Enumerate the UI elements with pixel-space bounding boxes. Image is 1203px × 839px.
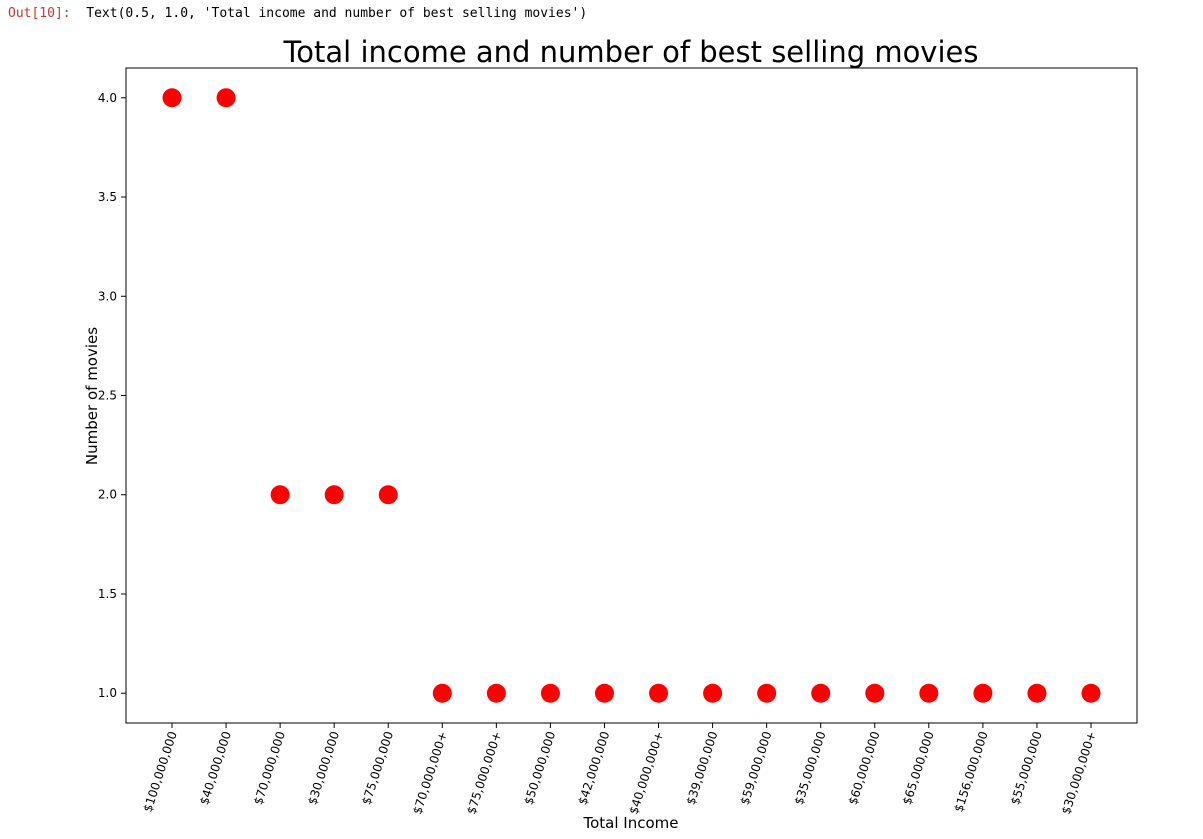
data-point bbox=[432, 683, 452, 703]
data-point bbox=[649, 683, 669, 703]
x-tick-label: $50,000,000 bbox=[521, 730, 558, 807]
output-line: Out[10]: Text(0.5, 1.0, 'Total income an… bbox=[8, 6, 587, 21]
data-point bbox=[757, 683, 777, 703]
output-prompt: Out[10]: bbox=[8, 6, 71, 21]
data-point bbox=[486, 683, 506, 703]
x-tick-label: $59,000,000 bbox=[738, 730, 775, 807]
y-tick-label: 2.5 bbox=[98, 389, 117, 403]
x-tick-label: $40,000,000+ bbox=[626, 730, 666, 817]
data-point bbox=[378, 485, 398, 505]
y-axis: 1.0 1.5 2.0 2.5 3.0 3.5 4.0 bbox=[98, 91, 126, 700]
data-point bbox=[270, 485, 290, 505]
y-tick-label: 2.0 bbox=[98, 488, 117, 502]
data-point bbox=[1081, 683, 1101, 703]
data-point bbox=[919, 683, 939, 703]
data-point bbox=[324, 485, 344, 505]
x-tick-label: $156,000,000 bbox=[951, 730, 990, 814]
x-axis: $100,000,000 $40,000,000 $70,000,000 $30,00… bbox=[141, 723, 1099, 816]
x-tick-label: $70,000,000+ bbox=[410, 730, 450, 817]
x-tick-label: $75,000,000 bbox=[359, 730, 396, 807]
y-tick-label: 3.0 bbox=[98, 289, 117, 303]
data-point bbox=[162, 88, 182, 108]
data-point bbox=[865, 683, 885, 703]
y-axis-label: Number of movies bbox=[83, 327, 101, 465]
data-points bbox=[162, 88, 1101, 703]
x-tick-label: $60,000,000 bbox=[846, 730, 883, 807]
x-tick-label: $35,000,000 bbox=[792, 730, 829, 807]
x-tick-label: $55,000,000 bbox=[1008, 730, 1045, 807]
x-tick-label: $30,000,000 bbox=[305, 730, 342, 807]
x-tick-label: $65,000,000 bbox=[900, 730, 937, 807]
x-axis-label: Total Income bbox=[583, 814, 679, 832]
x-tick-label: $100,000,000 bbox=[141, 730, 180, 814]
data-point bbox=[973, 683, 993, 703]
plot-frame bbox=[125, 67, 1138, 724]
chart-title: Total income and number of best selling … bbox=[283, 35, 979, 69]
data-point bbox=[216, 88, 236, 108]
data-point bbox=[594, 683, 614, 703]
x-tick-label: $70,000,000 bbox=[251, 730, 288, 807]
x-tick-label: $39,000,000 bbox=[684, 730, 721, 807]
y-tick-label: 1.5 bbox=[98, 587, 117, 601]
y-tick-label: 1.0 bbox=[98, 686, 117, 700]
data-point bbox=[1027, 683, 1047, 703]
x-tick-label: $75,000,000+ bbox=[464, 730, 504, 817]
x-tick-label: $40,000,000 bbox=[197, 730, 234, 807]
y-tick-label: 3.5 bbox=[98, 190, 117, 204]
data-point bbox=[540, 683, 560, 703]
data-point bbox=[703, 683, 723, 703]
output-text: Text(0.5, 1.0, 'Total income and number … bbox=[86, 6, 588, 21]
x-tick-label: $42,000,000 bbox=[575, 730, 612, 807]
x-tick-label: $30,000,000+ bbox=[1059, 730, 1099, 817]
y-tick-label: 4.0 bbox=[98, 91, 117, 105]
data-point bbox=[811, 683, 831, 703]
